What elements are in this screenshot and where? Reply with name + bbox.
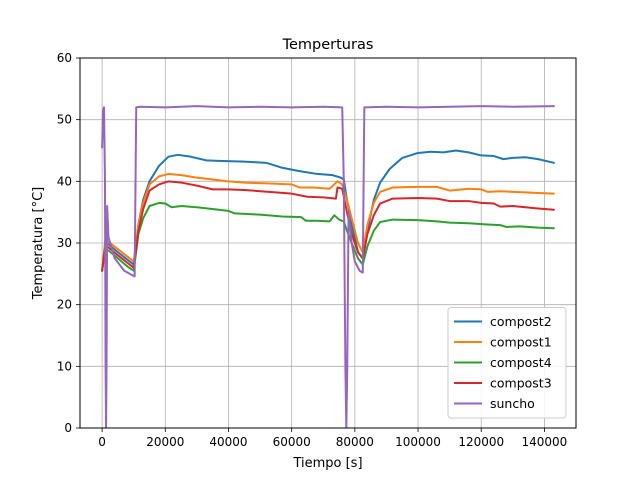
legend-label-suncho: suncho (490, 396, 535, 411)
series-line-compost4 (101, 201, 555, 272)
legend-label-compost1: compost1 (490, 335, 552, 350)
ticks: 0 20000 40000 60000 80000 100000 120000 140000 0… (57, 51, 568, 449)
x-tick-label: 120000 (458, 435, 504, 449)
y-tick-label: 50 (57, 113, 72, 127)
x-tick-label: 60000 (273, 435, 311, 449)
x-axis-label: Tiempo [s] (292, 456, 362, 471)
x-tick-label: 0 (98, 435, 106, 449)
x-tick-label: 140000 (522, 435, 568, 449)
legend-label-compost3: compost3 (490, 376, 552, 391)
y-tick-label: 60 (57, 51, 72, 65)
legend: compost2 compost1 compost4 compost3 suncho (447, 307, 567, 419)
chart-title: Temperturas (282, 37, 374, 53)
y-tick-label: 20 (57, 298, 72, 312)
plot-lines (101, 105, 555, 428)
x-tick-label: 40000 (209, 435, 247, 449)
y-tick-label: 10 (57, 359, 72, 373)
series-line-suncho (101, 105, 555, 428)
x-tick-label: 20000 (146, 435, 184, 449)
legend-box (447, 307, 567, 419)
series-line-compost3 (101, 180, 555, 272)
legend-label-compost4: compost4 (490, 355, 552, 370)
series-line-compost1 (101, 172, 555, 272)
x-tick-label: 80000 (336, 435, 374, 449)
y-axis-label: Temperatura [°C] (31, 187, 46, 300)
y-tick-label: 40 (57, 174, 72, 188)
legend-label-compost2: compost2 (490, 314, 552, 329)
y-tick-label: 0 (64, 421, 72, 435)
x-tick-label: 100000 (395, 435, 441, 449)
y-tick-label: 30 (57, 236, 72, 250)
